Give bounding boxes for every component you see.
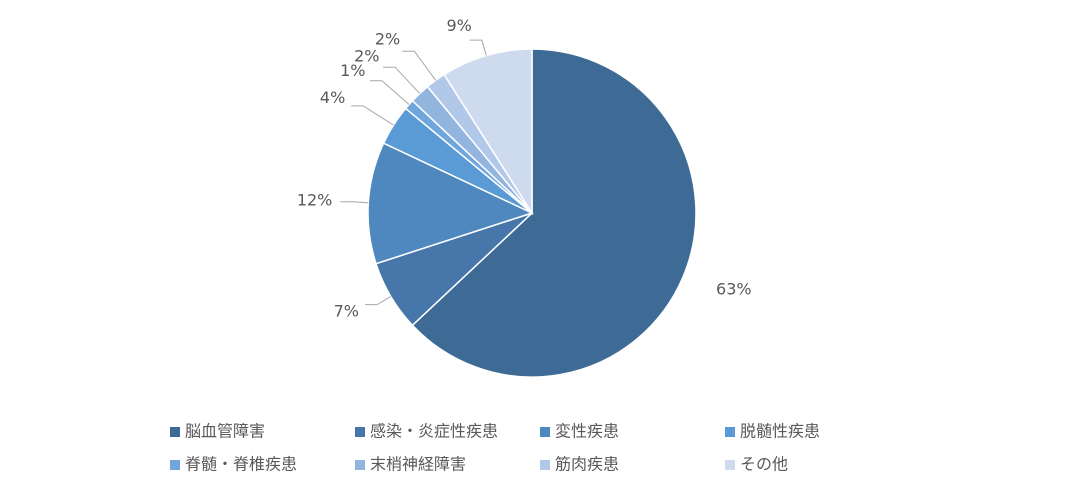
legend-label: 脳血管障害 — [185, 422, 265, 441]
legend-label: 脱髄性疾患 — [740, 422, 820, 441]
leader-line — [383, 66, 421, 94]
legend-swatch — [170, 460, 180, 470]
leader-line — [402, 50, 437, 81]
legend-swatch — [725, 427, 735, 437]
data-label: 2% — [354, 47, 379, 66]
legend-swatch — [355, 427, 365, 437]
data-label: 4% — [320, 88, 345, 107]
legend-swatch — [540, 427, 550, 437]
legend-label: 末梢神経障害 — [370, 455, 466, 474]
leader-line — [365, 296, 392, 306]
pie-slice — [443, 48, 533, 216]
legend-label: 筋肉疾患 — [555, 455, 619, 474]
data-label: 1% — [340, 61, 365, 80]
leader-line — [469, 39, 487, 56]
pie-slice — [411, 48, 697, 378]
data-label: 9% — [446, 16, 471, 35]
leader-line — [351, 105, 394, 126]
legend-swatch — [355, 460, 365, 470]
leader-line — [369, 80, 410, 105]
data-label: 63% — [716, 280, 752, 299]
data-label: 7% — [334, 301, 359, 320]
legend-swatch — [540, 460, 550, 470]
legend-label: 脊髄・脊椎疾患 — [185, 455, 297, 474]
leader-line — [340, 201, 369, 204]
legend-label: その他 — [740, 455, 788, 474]
legend-swatch — [170, 427, 180, 437]
legend-label: 感染・炎症性疾患 — [370, 422, 498, 441]
data-label: 2% — [375, 29, 400, 48]
data-label: 12% — [297, 190, 333, 209]
legend-label: 変性疾患 — [555, 422, 619, 441]
legend-swatch — [725, 460, 735, 470]
